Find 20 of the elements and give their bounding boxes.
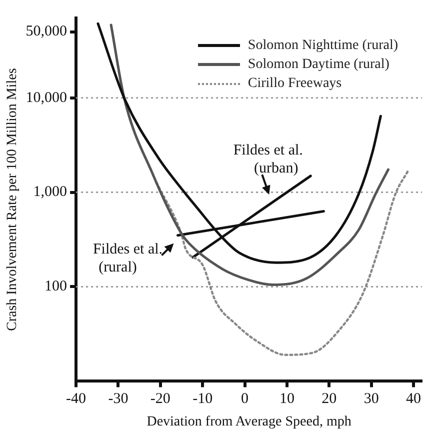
x-tick-label: -30 [108, 391, 128, 408]
y-tick-label: 50,000 [26, 24, 68, 40]
y-tick-label: 10,000 [26, 90, 68, 106]
x-tick-label: -20 [150, 391, 170, 408]
annotation: Fildes et al. (rural) [92, 241, 163, 276]
legend-label: Solomon Daytime (rural) [248, 56, 390, 72]
x-tick-label: 40 [406, 391, 422, 408]
y-axis-title: Crash Involvement Rate per 100 Million Miles [5, 68, 20, 332]
x-tick-label: -40 [66, 391, 86, 408]
x-tick-label: 10 [279, 391, 294, 408]
y-tick-label: 1,000 [33, 184, 68, 200]
x-tick-label: 0 [241, 391, 249, 408]
x-axis-title: Deviation from Average Speed, mph [146, 414, 352, 430]
legend-label: Cirillo Freeways [248, 76, 342, 92]
x-tick-label: 30 [364, 391, 379, 408]
annotation: Fildes et al. (urban) [233, 142, 303, 177]
x-tick-label: -10 [192, 391, 213, 408]
x-tick-label: 20 [322, 391, 337, 408]
y-tick-label: 100 [44, 278, 68, 295]
legend-label: Solomon Nighttime (rural) [248, 38, 398, 54]
